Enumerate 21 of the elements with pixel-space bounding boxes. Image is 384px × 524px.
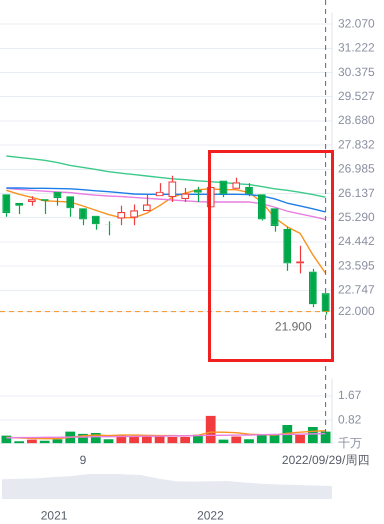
y-tick-label: 32.070 bbox=[338, 16, 376, 30]
y-tick-label: 23.595 bbox=[338, 258, 376, 272]
y-tick-label: 22.747 bbox=[338, 282, 376, 297]
y-tick-label: 千万 bbox=[338, 436, 362, 450]
y-tick-label: 24.442 bbox=[338, 234, 376, 248]
y-tick-label: 30.375 bbox=[338, 64, 376, 79]
annotation: 21.900 bbox=[274, 320, 312, 334]
y-tick-label: 29.527 bbox=[338, 88, 376, 103]
y-tick-label: 22.000 bbox=[338, 304, 376, 318]
y-tick-label: 28.680 bbox=[338, 113, 376, 128]
x-tick-label: 2021 bbox=[40, 508, 68, 523]
y-tick-label: 26.985 bbox=[338, 162, 376, 176]
x-tick-label: 2022/09/29/周四 bbox=[282, 453, 370, 468]
x-tick-label: 2022 bbox=[197, 508, 224, 523]
y-tick-label: 31.222 bbox=[338, 40, 376, 55]
x-tick-label: 9 bbox=[80, 453, 87, 468]
y-tick-label: 0.82 bbox=[338, 412, 362, 426]
y-tick-label: 25.290 bbox=[338, 210, 376, 224]
y-tick-label: 1.67 bbox=[338, 388, 362, 402]
y-tick-label: 26.137 bbox=[338, 186, 376, 200]
y-tick-label: 27.832 bbox=[338, 137, 376, 152]
